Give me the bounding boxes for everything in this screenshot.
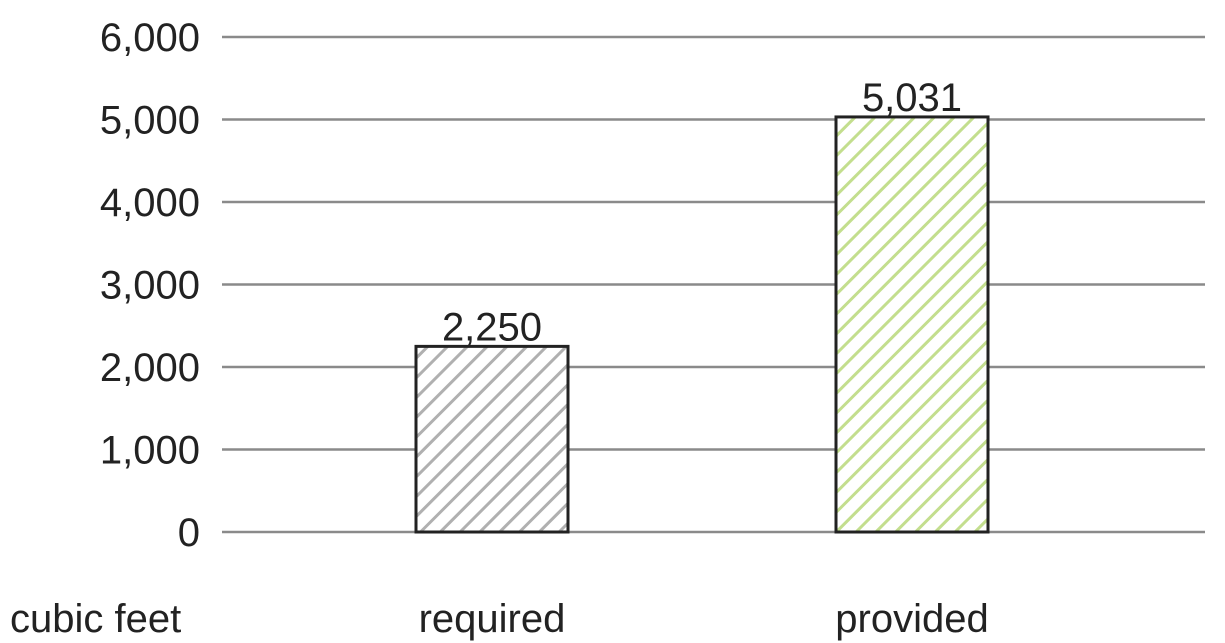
gridlines	[222, 35, 1205, 534]
bar-provided	[834, 115, 990, 534]
bar-required	[414, 344, 570, 534]
unit-label: cubic feet	[10, 597, 181, 641]
y-tick-label: 6,000	[100, 16, 200, 60]
y-tick-label: 3,000	[100, 264, 200, 308]
y-tick-label: 4,000	[100, 181, 200, 225]
y-tick-label: 1,000	[100, 429, 200, 473]
category-labels: required provided	[419, 597, 989, 641]
data-label-required: 2,250	[442, 305, 542, 349]
category-label-required: required	[419, 597, 566, 641]
y-axis-tick-labels: 0 1,000 2,000 3,000 4,000 5,000 6,000	[100, 16, 200, 555]
y-tick-label: 0	[178, 511, 200, 555]
y-tick-label: 2,000	[100, 346, 200, 390]
category-label-provided: provided	[835, 597, 988, 641]
y-tick-label: 5,000	[100, 99, 200, 143]
bars	[414, 115, 990, 534]
data-label-provided: 5,031	[862, 76, 962, 120]
data-labels: 2,250 5,031	[442, 76, 962, 349]
